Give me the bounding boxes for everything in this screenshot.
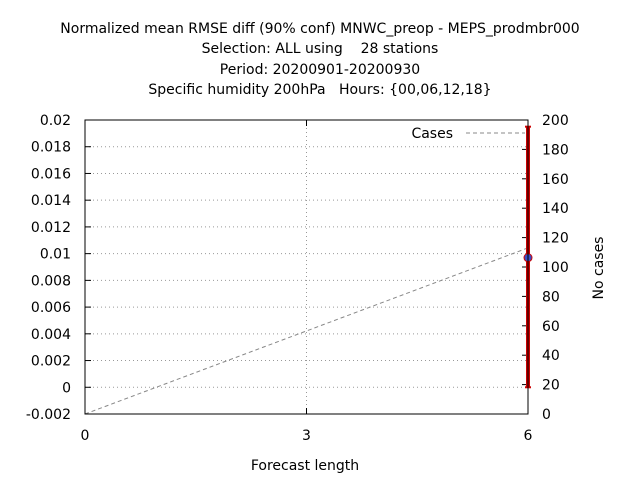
y2-tick-label: 160: [542, 172, 569, 188]
plot-frame: [84, 119, 529, 415]
y-tick-label: 0.016: [31, 166, 71, 182]
x-axis-label: Forecast length: [251, 458, 359, 474]
series-line-cases: [84, 247, 529, 415]
y-tick-label: -0.002: [26, 407, 71, 423]
grid-lines: [85, 120, 528, 414]
legend: Cases: [411, 126, 525, 142]
y2-tick-label: 0: [542, 407, 551, 423]
y-tick-label: 0.014: [31, 193, 71, 209]
y-tick-label: 0: [62, 380, 71, 396]
chart-title-line-2: Selection: ALL using 28 stations: [201, 41, 439, 57]
y-tick-label: 0.01: [40, 247, 71, 263]
x-tick-label: 0: [81, 428, 90, 444]
y2-tick-label: 200: [542, 113, 569, 129]
y2-tick-label: 180: [542, 142, 569, 158]
y2-tick-label: 20: [542, 378, 560, 394]
y2-axis-label: No cases: [591, 237, 607, 300]
y-tick-label: 0.02: [40, 113, 71, 129]
y2-tick-label: 100: [542, 260, 569, 276]
y-tick-label: 0.012: [31, 220, 71, 236]
y2-tick-label: 40: [542, 348, 560, 364]
x-tick-label: 6: [524, 428, 533, 444]
y-tick-label: 0.004: [31, 327, 71, 343]
y2-tick-label: 140: [542, 201, 569, 217]
y-tick-label: 0.018: [31, 140, 71, 156]
y-axis-ticks: -0.002 0 0.002 0.004 0.006 0.008 0.01 0.012 0.01…: [26, 113, 91, 423]
y2-axis-ticks: 0 20 40 60 80 100 120 140 160 180 200: [522, 113, 569, 423]
x-tick-label: 3: [302, 428, 311, 444]
y-tick-label: 0.002: [31, 354, 71, 370]
y2-tick-label: 80: [542, 289, 560, 305]
y-tick-label: 0.006: [31, 300, 71, 316]
chart-title-line-1: Normalized mean RMSE diff (90% conf) MNW…: [60, 21, 580, 37]
y-tick-label: 0.008: [31, 273, 71, 289]
series-layer: [84, 125, 533, 415]
chart-title-line-3: Period: 20200901-20200930: [219, 62, 421, 78]
chart-title-line-4: Specific humidity 200hPa Hours: {00,06,1…: [148, 82, 492, 98]
y2-tick-label: 120: [542, 231, 569, 247]
legend-label-cases: Cases: [411, 126, 453, 142]
y2-tick-label: 60: [542, 319, 560, 335]
